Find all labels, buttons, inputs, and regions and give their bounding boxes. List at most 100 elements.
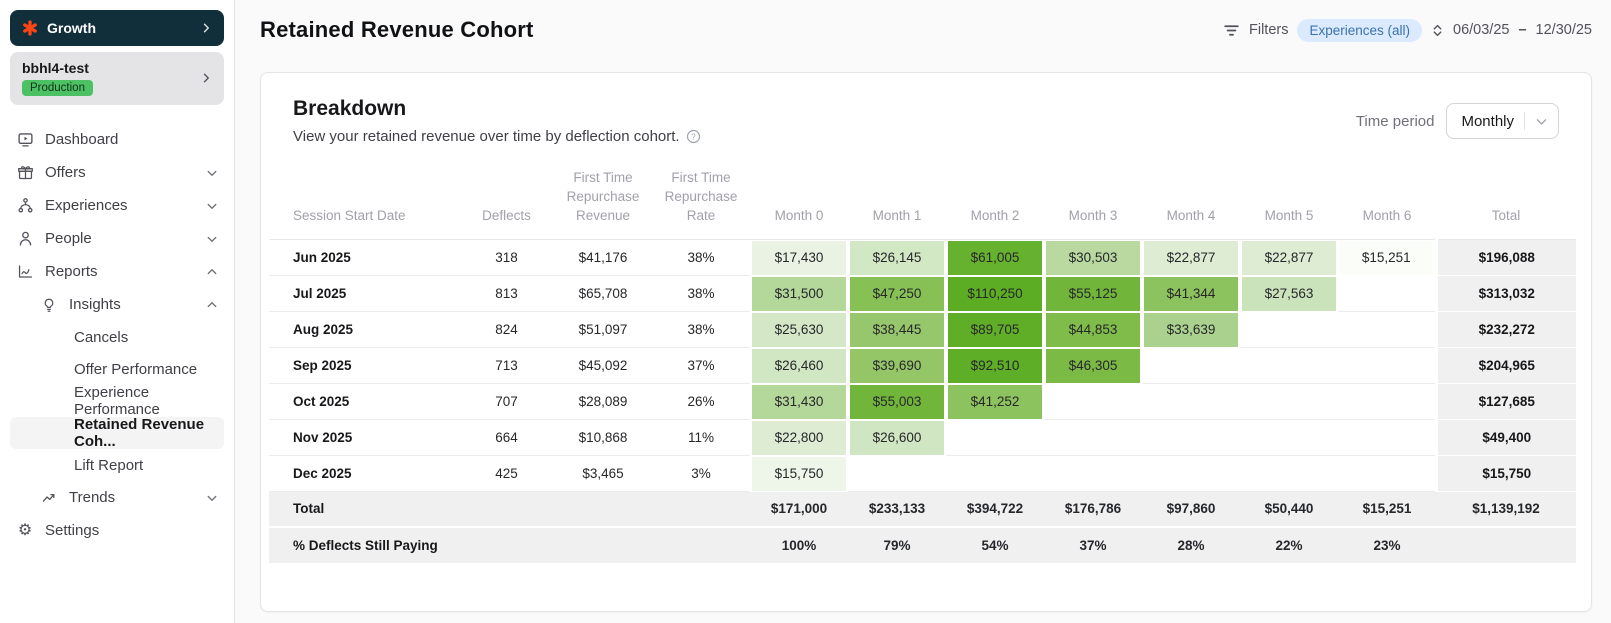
column-header: Month 0: [750, 155, 848, 240]
sidebar-item-people[interactable]: People: [10, 222, 224, 255]
heatmap-value: $41,344: [1144, 276, 1238, 311]
sidebar-item-lift-report[interactable]: Lift Report: [10, 449, 224, 481]
month-percent-cell: 54%: [946, 527, 1044, 564]
table-row: Jul 2025 813 $65,708 38% $31,500 $47,250 $110,…: [269, 275, 1576, 312]
card-title: Breakdown: [293, 97, 407, 120]
filter-icon[interactable]: [1223, 22, 1240, 39]
heatmap-value: $46,305: [1046, 348, 1140, 383]
sidebar-item-label: People: [45, 230, 92, 247]
updown-chevrons-icon[interactable]: [1431, 23, 1444, 38]
experiences-filter-pill[interactable]: Experiences (all): [1297, 18, 1423, 42]
heatmap-value: $31,430: [752, 384, 846, 419]
branch-icon: [16, 197, 34, 214]
month-total-cell: $15,251: [1338, 491, 1436, 529]
month-heatmap-cell: $22,877: [1240, 239, 1338, 276]
month-heatmap-cell: [1044, 455, 1142, 492]
chevron-down-icon: [206, 200, 218, 212]
session-start-date-cell: Nov 2025: [269, 419, 459, 456]
filters-label[interactable]: Filters: [1248, 22, 1289, 38]
sidebar-item-insights[interactable]: Insights: [10, 288, 224, 321]
heatmap-value: $27,563: [1242, 276, 1336, 311]
row-total-cell: $15,750: [1434, 455, 1576, 492]
month-percent-cell: 28%: [1142, 527, 1240, 564]
heatmap-value: $22,800: [752, 420, 846, 455]
table-cell: [459, 527, 554, 564]
deflects-cell: 713: [459, 347, 554, 384]
deflects-cell: 425: [459, 455, 554, 492]
first-time-repurchase-rate-cell: 38%: [652, 239, 750, 276]
heatmap-value: $31,500: [752, 276, 846, 311]
sidebar-item-cancels[interactable]: Cancels: [10, 321, 224, 353]
sidebar-item-label: Retained Revenue Coh...: [74, 416, 205, 450]
month-heatmap-cell: [946, 419, 1044, 456]
heatmap-value: $22,877: [1144, 240, 1238, 275]
session-start-date-cell: Jul 2025: [269, 275, 459, 312]
month-heatmap-cell: $55,003: [848, 383, 946, 420]
table-header-row: Session Start Date Deflects First Time Rep…: [269, 155, 1576, 240]
sidebar-item-experiences[interactable]: Experiences: [10, 189, 224, 222]
table-row: Nov 2025 664 $10,868 11% $22,800 $26,600 $49,4…: [269, 419, 1576, 456]
column-header: Month 4: [1142, 155, 1240, 240]
table-row: Jun 2025 318 $41,176 38% $17,430 $26,145 $61,0…: [269, 239, 1576, 276]
month-heatmap-cell: [848, 455, 946, 492]
sidebar-item-reports[interactable]: Reports: [10, 255, 224, 288]
month-heatmap-cell: $26,145: [848, 239, 946, 276]
cohort-table-wrap: Session Start Date Deflects First Time Rep…: [269, 155, 1576, 564]
sidebar-item-offers[interactable]: Offers: [10, 156, 224, 189]
heatmap-value: $30,503: [1046, 240, 1140, 275]
month-heatmap-cell: $27,563: [1240, 275, 1338, 312]
chevron-down-icon: [206, 167, 218, 179]
environment-badge: Production: [22, 80, 93, 96]
sidebar-nav: Dashboard Offers Experiences Peopl: [10, 123, 224, 547]
app-switcher[interactable]: Growth: [10, 10, 224, 46]
sidebar-item-label: Dashboard: [45, 131, 119, 148]
sidebar-item-retained-revenue-cohort[interactable]: Retained Revenue Coh...: [10, 416, 224, 450]
sidebar-item-trends[interactable]: Trends: [10, 481, 224, 514]
table-cell: [459, 491, 554, 529]
sidebar-item-settings[interactable]: ⚙ Settings: [10, 514, 224, 547]
column-header: Month 2: [946, 155, 1044, 240]
heatmap-value: $38,445: [850, 312, 944, 347]
month-heatmap-cell: $38,445: [848, 311, 946, 348]
month-percent-cell: 37%: [1044, 527, 1142, 564]
deflects-cell: 318: [459, 239, 554, 276]
sidebar-item-label: Settings: [45, 522, 100, 539]
sidebar-item-offer-performance[interactable]: Offer Performance: [10, 353, 224, 385]
chevron-right-icon: [200, 22, 212, 34]
workspace-name: bbhl4-test: [22, 60, 89, 76]
sidebar-item-label: Reports: [45, 263, 98, 280]
breakdown-card: Breakdown View your retained revenue ove…: [260, 72, 1592, 612]
time-period-select[interactable]: Monthly: [1446, 103, 1559, 139]
month-heatmap-cell: $22,800: [750, 419, 848, 456]
month-heatmap-cell: [1240, 347, 1338, 384]
month-heatmap-cell: $33,639: [1142, 311, 1240, 348]
first-time-repurchase-revenue-cell: $65,708: [554, 275, 652, 312]
first-time-repurchase-revenue-cell: $41,176: [554, 239, 652, 276]
month-heatmap-cell: $15,251: [1338, 239, 1436, 276]
row-total-cell: $204,965: [1434, 347, 1576, 384]
month-heatmap-cell: [1142, 455, 1240, 492]
row-total-cell: $313,032: [1434, 275, 1576, 312]
date-range-start[interactable]: 06/03/25: [1453, 22, 1510, 38]
month-heatmap-cell: $39,690: [848, 347, 946, 384]
sidebar-item-experience-performance[interactable]: Experience Performance: [10, 384, 224, 418]
heatmap-value: $110,250: [948, 276, 1042, 311]
chevron-up-icon: [206, 299, 218, 311]
help-icon[interactable]: ?: [686, 129, 701, 144]
table-row: Dec 2025 425 $3,465 3% $15,750 $15,750: [269, 455, 1576, 492]
date-range-end[interactable]: 12/30/25: [1535, 22, 1592, 38]
month-percent-cell: 100%: [750, 527, 848, 564]
sidebar-item-dashboard[interactable]: Dashboard: [10, 123, 224, 156]
deflects-cell: 664: [459, 419, 554, 456]
heatmap-value: $41,252: [948, 384, 1042, 419]
heatmap-value: $55,125: [1046, 276, 1140, 311]
heatmap-value: $47,250: [850, 276, 944, 311]
column-header: First Time Repurchase Rate: [652, 155, 750, 240]
total-row-label: Total: [269, 491, 459, 529]
column-header: Month 6: [1338, 155, 1436, 240]
row-total-cell: $127,685: [1434, 383, 1576, 420]
session-start-date-cell: Dec 2025: [269, 455, 459, 492]
workspace-switcher[interactable]: bbhl4-test Production: [10, 52, 224, 105]
month-heatmap-cell: $31,430: [750, 383, 848, 420]
heatmap-value: $44,853: [1046, 312, 1140, 347]
